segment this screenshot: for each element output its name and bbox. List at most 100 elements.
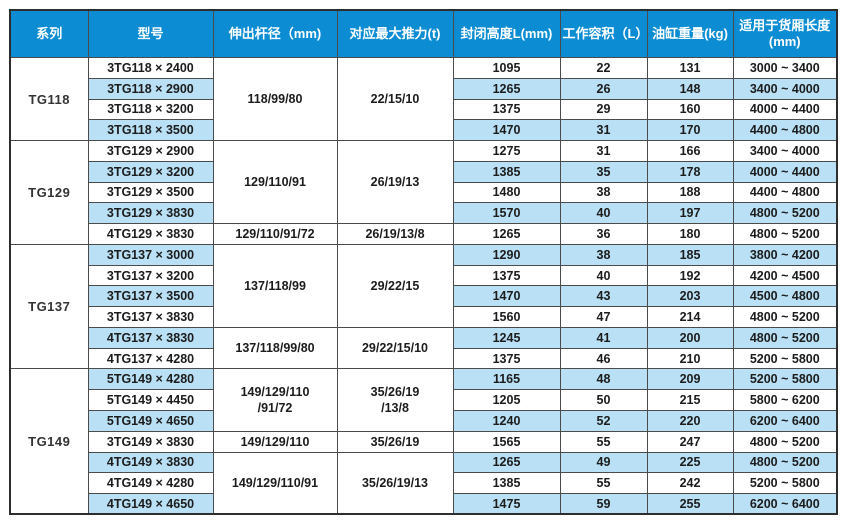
max-thrust-cell: 29/22/15/10 — [336, 326, 454, 370]
model-cell: 4TG149 × 4280 — [87, 472, 214, 495]
model-cell: 3TG129 × 3500 — [87, 181, 214, 204]
model-cell: 3TG137 × 3200 — [87, 264, 214, 287]
model-cell: 3TG118 × 2400 — [87, 57, 214, 79]
cylinder-weight-cell: 220 — [646, 410, 734, 432]
box-length-cell: 3800 ~ 4200 — [732, 243, 838, 266]
working-volume-cell: 38 — [559, 243, 648, 266]
cylinder-weight-cell: 185 — [646, 243, 734, 266]
rod-diameter-cell: 149/129/110 /91/72 — [212, 368, 338, 432]
table-row: 3TG137 × 3500 1470 43 203 4500 ~ 4800 — [10, 285, 838, 308]
table-row: 4TG149 × 3830 149/129/110/91 35/26/19/13… — [10, 451, 838, 515]
box-length-cell: 4500 ~ 4800 — [732, 285, 838, 308]
cylinder-weight-cell: 178 — [646, 160, 734, 183]
box-length-cell: 6200 ~ 6400 — [732, 410, 838, 432]
closed-height-cell: 1290 — [452, 243, 561, 266]
closed-height-cell: 1240 — [452, 410, 561, 432]
max-thrust-cell: 35/26/19 /13/8 — [336, 368, 454, 432]
table-row: TG129 3TG129 × 2900 129/110/91 26/19/13 … — [9, 140, 838, 245]
cylinder-weight-cell: 209 — [646, 368, 734, 391]
header-rod-diameter: 伸出杆径（mm) — [212, 9, 338, 58]
header-closed-height: 封闭高度L(mm) — [452, 9, 561, 58]
model-cell: 5TG149 × 4280 — [87, 368, 214, 391]
table-row: TG137 3TG137 × 3000 137/118/99 29/22/15 … — [9, 243, 838, 370]
header-model: 型号 — [87, 9, 214, 58]
table-row: 3TG129 × 3830 1570 40 197 4800 ~ 5200 — [10, 202, 838, 225]
model-cell: 3TG137 × 3830 — [87, 306, 214, 328]
model-cell: 3TG129 × 2900 — [87, 140, 214, 162]
table-row: 3TG118 × 3500 1470 31 170 4400 ~ 4800 — [10, 119, 838, 142]
model-cell: 4TG149 × 4650 — [87, 493, 214, 515]
box-length-cell: 6200 ~ 6400 — [732, 493, 838, 515]
working-volume-cell: 46 — [559, 347, 648, 370]
model-cell: 4TG129 × 3830 — [87, 223, 214, 245]
header-row: 系列 型号 伸出杆径（mm) 对应最大推力(t) 封闭高度L(mm) 工作容积（… — [9, 9, 838, 58]
working-volume-cell: 40 — [559, 264, 648, 287]
closed-height-cell: 1205 — [452, 389, 561, 412]
working-volume-cell: 22 — [559, 57, 648, 79]
box-length-cell: 3400 ~ 4000 — [732, 77, 838, 100]
closed-height-cell: 1565 — [452, 430, 561, 453]
max-thrust-cell: 29/22/15 — [336, 243, 454, 328]
rod-diameter-cell: 137/118/99 — [212, 243, 338, 328]
working-volume-cell: 55 — [559, 430, 648, 453]
cylinder-weight-cell: 242 — [646, 472, 734, 495]
box-length-cell: 5800 ~ 6200 — [732, 389, 838, 412]
cylinder-weight-cell: 197 — [646, 202, 734, 225]
series-cell: TG118 — [9, 56, 89, 142]
model-cell: 3TG118 × 3200 — [87, 98, 214, 121]
working-volume-cell: 41 — [559, 326, 648, 349]
box-length-cell: 4400 ~ 4800 — [732, 119, 838, 142]
model-cell: 3TG137 × 3500 — [87, 285, 214, 308]
working-volume-cell: 50 — [559, 389, 648, 412]
max-thrust-cell: 35/26/19/13 — [336, 451, 454, 515]
cylinder-weight-cell: 192 — [646, 264, 734, 287]
model-cell: 3TG137 × 3000 — [87, 243, 214, 266]
model-cell: 3TG118 × 2900 — [87, 77, 214, 100]
closed-height-cell: 1375 — [452, 347, 561, 370]
closed-height-cell: 1375 — [452, 98, 561, 121]
model-cell: 5TG149 × 4450 — [87, 389, 214, 412]
model-cell: 4TG149 × 3830 — [87, 451, 214, 474]
working-volume-cell: 48 — [559, 368, 648, 391]
table-row: 5TG149 × 4450 1205 50 215 5800 ~ 6200 — [10, 389, 838, 412]
header-box-length: 适用于货厢长度 (mm) — [732, 9, 838, 58]
working-volume-cell: 35 — [559, 160, 648, 183]
closed-height-cell: 1475 — [452, 493, 561, 515]
closed-height-cell: 1470 — [452, 119, 561, 142]
closed-height-cell: 1275 — [452, 140, 561, 162]
box-length-cell: 4800 ~ 5200 — [732, 202, 838, 225]
closed-height-cell: 1265 — [452, 77, 561, 100]
closed-height-cell: 1165 — [452, 368, 561, 391]
cylinder-spec-table: 系列 型号 伸出杆径（mm) 对应最大推力(t) 封闭高度L(mm) 工作容积（… — [9, 9, 838, 516]
cylinder-weight-cell: 148 — [646, 77, 734, 100]
box-length-cell: 4800 ~ 5200 — [732, 326, 838, 349]
max-thrust-cell: 35/26/19 — [336, 430, 454, 453]
box-length-cell: 3000 ~ 3400 — [732, 57, 838, 79]
max-thrust-cell: 26/19/13 — [336, 140, 454, 225]
model-cell: 3TG129 × 3200 — [87, 160, 214, 183]
box-length-cell: 3400 ~ 4000 — [732, 140, 838, 162]
box-length-cell: 5200 ~ 5800 — [732, 472, 838, 495]
box-length-cell: 4800 ~ 5200 — [732, 223, 838, 245]
cylinder-weight-cell: 210 — [646, 347, 734, 370]
cylinder-weight-cell: 203 — [646, 285, 734, 308]
cylinder-weight-cell: 200 — [646, 326, 734, 349]
box-length-cell: 4000 ~ 4400 — [732, 98, 838, 121]
max-thrust-cell: 22/15/10 — [336, 56, 454, 142]
table-row: TG149 5TG149 × 4280 149/129/110 /91/72 3… — [9, 368, 838, 515]
series-cell: TG137 — [9, 243, 89, 370]
cylinder-weight-cell: 180 — [646, 223, 734, 245]
closed-height-cell: 1245 — [452, 326, 561, 349]
cylinder-weight-cell: 225 — [646, 451, 734, 474]
working-volume-cell: 36 — [559, 223, 648, 245]
table-row: 3TG149 × 3830 149/129/110 35/26/19 1565 … — [10, 430, 838, 453]
box-length-cell: 4200 ~ 4500 — [732, 264, 838, 287]
series-cell: TG149 — [9, 368, 89, 515]
cylinder-weight-cell: 160 — [646, 98, 734, 121]
table-row: 3TG137 × 3200 1375 40 192 4200 ~ 4500 — [10, 264, 838, 287]
header-series: 系列 — [9, 9, 89, 58]
cylinder-weight-cell: 170 — [646, 119, 734, 142]
model-cell: 4TG137 × 4280 — [87, 347, 214, 370]
table-row: 3TG137 × 3830 1560 47 214 4800 ~ 5200 — [10, 306, 838, 328]
box-length-cell: 4000 ~ 4400 — [732, 160, 838, 183]
